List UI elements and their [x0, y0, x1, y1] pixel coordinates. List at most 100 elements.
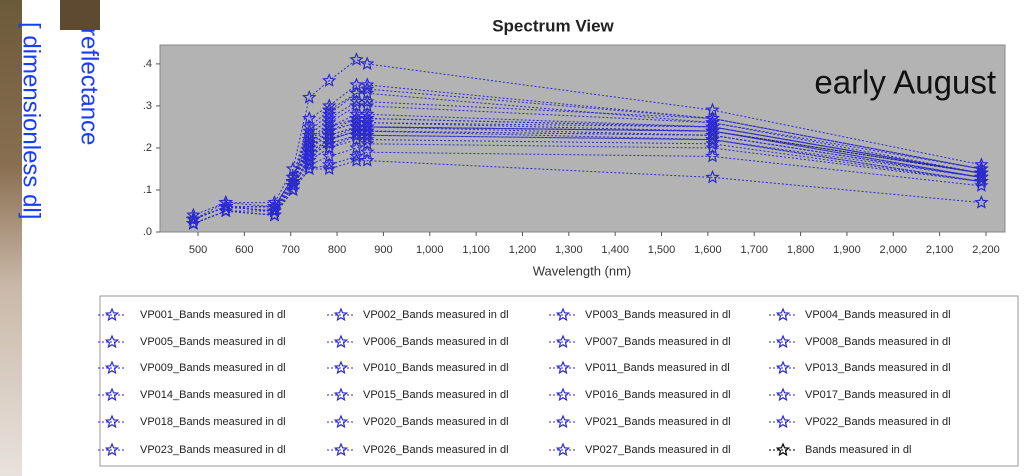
- x-tick-label: 1,800: [787, 244, 815, 256]
- data-point: [360, 153, 375, 167]
- data-point: [705, 136, 720, 150]
- legend-label: VP006_Bands measured in dl: [363, 336, 509, 348]
- y-tick-label: .0: [143, 226, 152, 238]
- data-point: [705, 148, 720, 163]
- series-line: [193, 113, 982, 220]
- data-point: [186, 216, 201, 230]
- legend-label: VP013_Bands measured in dl: [805, 362, 951, 374]
- legend-label: VP016_Bands measured in dl: [585, 389, 731, 401]
- data-point: [322, 136, 337, 150]
- data-point: [301, 148, 317, 163]
- series-line: [193, 134, 982, 220]
- legend-label: VP004_Bands measured in dl: [805, 309, 951, 321]
- data-point: [360, 98, 375, 113]
- x-tick-label: 2,200: [972, 244, 1000, 256]
- chart-title: Spectrum View: [492, 16, 614, 35]
- legend-label: VP022_Bands measured in dl: [805, 416, 951, 428]
- series-line: [193, 122, 982, 220]
- data-point: [360, 119, 375, 134]
- legend-label: Bands measured in dl: [805, 444, 911, 456]
- data-point: [301, 110, 317, 125]
- data-point: [974, 169, 989, 184]
- legend-marker: [104, 387, 120, 402]
- data-point: [267, 207, 282, 222]
- legend-marker: [555, 387, 571, 402]
- plot-area: [159, 44, 1006, 233]
- x-tick-label: 600: [235, 244, 253, 256]
- legend-marker: [555, 334, 571, 349]
- data-point: [322, 98, 337, 113]
- legend-marker: [775, 442, 791, 457]
- legend-label: VP001_Bands measured in dl: [140, 309, 286, 321]
- data-point: [705, 169, 720, 184]
- data-point: [285, 161, 301, 176]
- y-tick-label: .3: [143, 100, 152, 112]
- x-tick-label: 2,000: [880, 244, 908, 256]
- series-line: [193, 101, 982, 220]
- legend-label: VP023_Bands measured in dl: [140, 444, 286, 456]
- data-point: [301, 140, 317, 155]
- data-point: [301, 157, 317, 171]
- legend-marker: [775, 414, 791, 429]
- x-tick-label: 1,200: [509, 244, 537, 256]
- series-line: [193, 92, 982, 220]
- data-point: [705, 102, 720, 117]
- axis-note: [ dimensionless dl]: [18, 22, 45, 219]
- series-line: [193, 118, 982, 220]
- legend-label: VP015_Bands measured in dl: [363, 389, 509, 401]
- legend-marker: [555, 307, 571, 322]
- x-tick-label: 800: [328, 244, 346, 256]
- series-line: [193, 88, 982, 220]
- data-point: [349, 148, 364, 163]
- x-tick-label: 1,400: [601, 244, 629, 256]
- data-point: [360, 94, 375, 108]
- data-point: [974, 165, 989, 180]
- data-point: [705, 110, 720, 125]
- y-tick-label: .4: [143, 58, 152, 70]
- series-line: [193, 130, 982, 225]
- plot: [186, 52, 989, 230]
- data-point: [360, 144, 375, 159]
- data-point: [218, 199, 233, 213]
- photo-background: [0, 0, 22, 476]
- data-point: [267, 203, 282, 218]
- x-tick-label: 2,100: [926, 244, 954, 256]
- data-point: [322, 127, 337, 142]
- data-point: [186, 211, 201, 226]
- x-tick-label: 900: [374, 244, 392, 256]
- series-line: [193, 126, 982, 225]
- data-point: [974, 174, 989, 188]
- data-point: [360, 56, 375, 71]
- legend-label: VP008_Bands measured in dl: [805, 336, 951, 348]
- data-point: [360, 85, 375, 100]
- legend-label: VP003_Bands measured in dl: [585, 309, 731, 321]
- legend-label: VP026_Bands measured in dl: [363, 444, 509, 456]
- x-tick-label: 1,900: [833, 244, 861, 256]
- legend-marker: [333, 414, 349, 429]
- x-tick-label: 1,600: [694, 244, 722, 256]
- legend-label: VP010_Bands measured in dl: [363, 362, 509, 374]
- legend-marker: [104, 414, 120, 429]
- data-point: [360, 115, 375, 129]
- x-tick-label: 500: [189, 244, 207, 256]
- legend-marker: [104, 334, 120, 349]
- data-point: [349, 123, 364, 138]
- data-point: [349, 140, 364, 155]
- data-point: [360, 77, 375, 92]
- legend-marker: [333, 307, 349, 322]
- data-point: [302, 89, 317, 104]
- legend-label: VP017_Bands measured in dl: [805, 389, 951, 401]
- legend-marker: [775, 307, 791, 322]
- annotation: early August: [814, 64, 996, 101]
- data-point: [301, 153, 317, 167]
- legend-marker: [555, 360, 571, 375]
- data-point: [705, 127, 720, 142]
- legend-marker: [775, 360, 791, 375]
- series-line: [193, 105, 982, 220]
- x-tick-label: 1,700: [740, 244, 768, 256]
- x-tick-label: 1,500: [648, 244, 676, 256]
- series-line: [193, 126, 982, 220]
- data-point: [974, 178, 989, 192]
- legend-marker: [555, 442, 571, 457]
